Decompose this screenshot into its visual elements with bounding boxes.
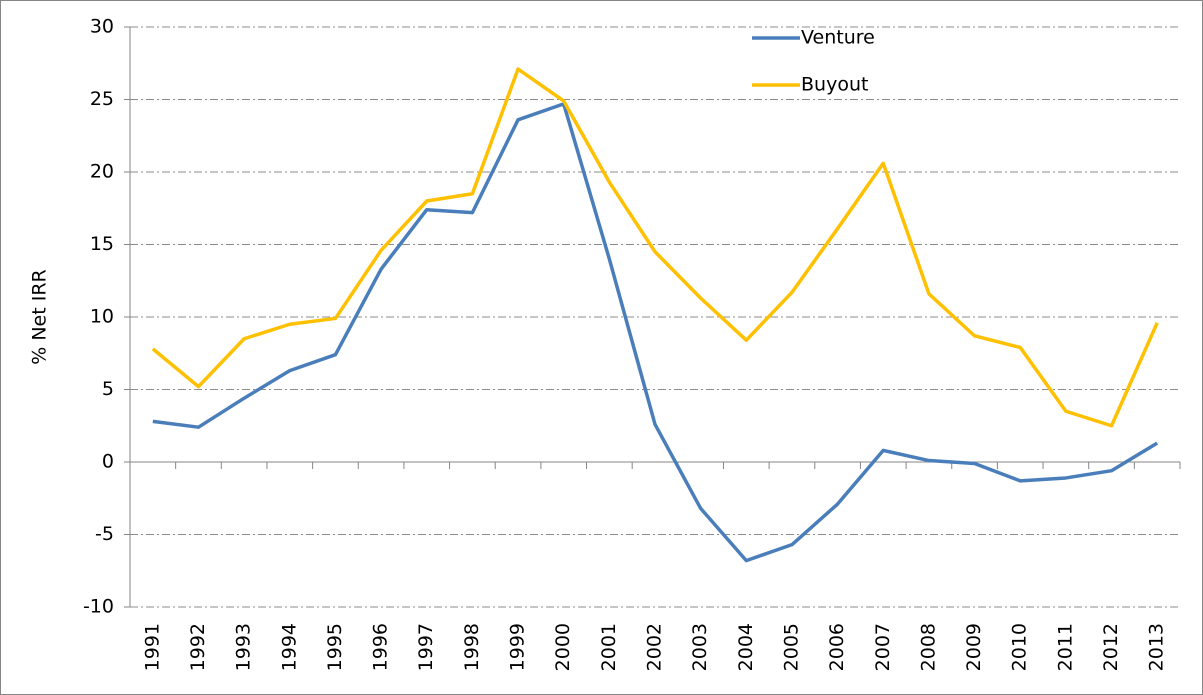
y-tick-label: 25: [90, 88, 114, 110]
x-tick-label: 2009: [963, 623, 985, 671]
x-tick-label: 2011: [1054, 623, 1076, 671]
y-tick-label: 20: [90, 161, 114, 183]
x-tick-label: 2000: [552, 623, 574, 671]
x-tick-label: 2013: [1146, 623, 1168, 671]
x-tick-label: 2012: [1100, 623, 1122, 671]
x-tick-label: 2008: [917, 623, 939, 671]
y-tick-label: 15: [90, 233, 114, 255]
x-tick-label: 1991: [141, 623, 163, 671]
y-tick-label: -5: [95, 523, 114, 545]
x-tick-label: 2001: [598, 623, 620, 671]
legend-label: Buyout: [801, 74, 868, 96]
x-tick-label: 1997: [415, 623, 437, 671]
legend-label: Venture: [801, 27, 875, 49]
x-tick-label: 1996: [370, 623, 392, 671]
x-tick-label: 1992: [187, 623, 209, 671]
x-tick-label: 1993: [233, 623, 255, 671]
x-tick-label: 2007: [872, 623, 894, 671]
x-tick-label: 1999: [507, 623, 529, 671]
x-tick-label: 1994: [278, 623, 300, 671]
y-tick-label: 30: [90, 16, 114, 38]
x-tick-label: 2003: [689, 623, 711, 671]
y-tick-label: -10: [83, 596, 114, 618]
y-tick-label: 10: [90, 306, 114, 328]
y-tick-label: 0: [102, 451, 114, 473]
x-tick-label: 2005: [780, 623, 802, 671]
x-tick-label: 2002: [644, 623, 666, 671]
y-axis-label: % Net IRR: [29, 269, 51, 365]
series-line: [151, 67, 1159, 428]
x-tick-label: 2006: [826, 623, 848, 671]
x-tick-label: 2004: [735, 623, 757, 671]
x-tick-label: 2010: [1009, 623, 1031, 671]
x-tick-label: 1995: [324, 623, 346, 671]
x-tick-label: 1998: [461, 623, 483, 671]
y-tick-label: 5: [102, 378, 114, 400]
series-line: [152, 102, 1159, 563]
